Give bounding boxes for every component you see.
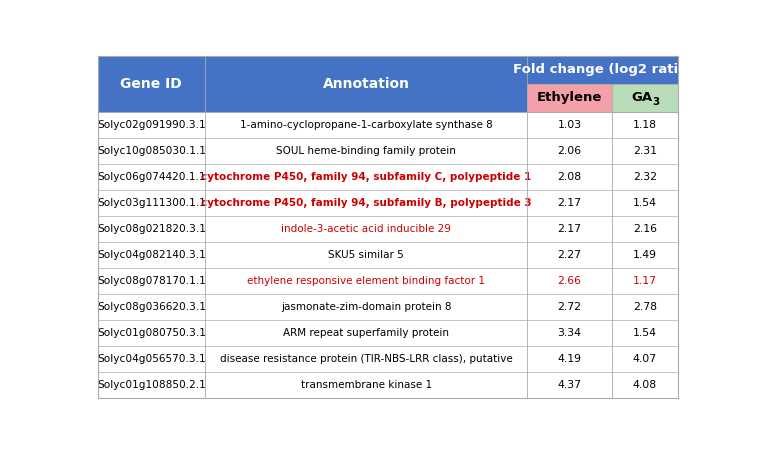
Text: SKU5 similar 5: SKU5 similar 5: [329, 250, 404, 260]
Bar: [205, 294, 528, 320]
Text: Solyc04g082140.3.1: Solyc04g082140.3.1: [97, 250, 206, 260]
Text: transmembrane kinase 1: transmembrane kinase 1: [301, 380, 431, 390]
Bar: [205, 268, 528, 294]
Bar: [98, 242, 205, 268]
Bar: [612, 112, 678, 138]
Text: Solyc06g074420.1.1: Solyc06g074420.1.1: [97, 172, 206, 182]
Bar: [98, 268, 205, 294]
Text: 2.32: 2.32: [633, 172, 657, 182]
Text: 1.18: 1.18: [633, 120, 657, 130]
Text: 1.49: 1.49: [633, 250, 657, 260]
Text: 4.08: 4.08: [633, 380, 657, 390]
Bar: [528, 56, 678, 84]
Text: 4.19: 4.19: [557, 354, 581, 364]
Text: 4.07: 4.07: [633, 354, 657, 364]
Text: ARM repeat superfamily protein: ARM repeat superfamily protein: [283, 328, 449, 338]
Text: 2.72: 2.72: [557, 302, 581, 312]
Bar: [528, 216, 612, 242]
Text: 2.16: 2.16: [633, 224, 657, 234]
Text: 2.17: 2.17: [557, 224, 581, 234]
Bar: [612, 138, 678, 164]
Bar: [612, 216, 678, 242]
Text: Solyc03g111300.1.1: Solyc03g111300.1.1: [97, 198, 206, 208]
Text: 2.27: 2.27: [557, 250, 581, 260]
Text: 1.54: 1.54: [633, 328, 657, 338]
Bar: [205, 164, 528, 190]
Text: 3: 3: [652, 97, 659, 107]
Text: 2.31: 2.31: [633, 146, 657, 156]
Text: cytochrome P450, family 94, subfamily B, polypeptide 3: cytochrome P450, family 94, subfamily B,…: [201, 198, 531, 208]
Bar: [528, 242, 612, 268]
Bar: [98, 112, 205, 138]
Bar: [205, 112, 528, 138]
Text: jasmonate-zim-domain protein 8: jasmonate-zim-domain protein 8: [281, 302, 451, 312]
Text: Solyc04g056570.3.1: Solyc04g056570.3.1: [97, 354, 206, 364]
Text: Solyc08g078170.1.1: Solyc08g078170.1.1: [97, 276, 206, 286]
Bar: [98, 216, 205, 242]
Text: Solyc02g091990.3.1: Solyc02g091990.3.1: [97, 120, 206, 130]
Bar: [205, 320, 528, 346]
Bar: [528, 372, 612, 398]
Bar: [612, 84, 678, 112]
Bar: [612, 242, 678, 268]
Text: 3.34: 3.34: [557, 328, 581, 338]
Text: 2.78: 2.78: [633, 302, 657, 312]
Text: indole-3-acetic acid inducible 29: indole-3-acetic acid inducible 29: [282, 224, 451, 234]
Bar: [98, 372, 205, 398]
Bar: [528, 294, 612, 320]
Bar: [98, 56, 205, 112]
Bar: [528, 190, 612, 216]
Text: 1-amino-cyclopropane-1-carboxylate synthase 8: 1-amino-cyclopropane-1-carboxylate synth…: [240, 120, 493, 130]
Bar: [98, 294, 205, 320]
Bar: [205, 346, 528, 372]
Text: disease resistance protein (TIR-NBS-LRR class), putative: disease resistance protein (TIR-NBS-LRR …: [220, 354, 512, 364]
Bar: [612, 268, 678, 294]
Bar: [205, 190, 528, 216]
Bar: [528, 346, 612, 372]
Text: Solyc08g021820.3.1: Solyc08g021820.3.1: [97, 224, 206, 234]
Bar: [205, 242, 528, 268]
Bar: [205, 372, 528, 398]
Bar: [98, 320, 205, 346]
Text: cytochrome P450, family 94, subfamily C, polypeptide 1: cytochrome P450, family 94, subfamily C,…: [201, 172, 531, 182]
Bar: [528, 138, 612, 164]
Text: Solyc01g080750.3.1: Solyc01g080750.3.1: [97, 328, 206, 338]
Bar: [528, 320, 612, 346]
Bar: [612, 190, 678, 216]
Bar: [612, 164, 678, 190]
Text: GA: GA: [631, 91, 653, 104]
Bar: [98, 346, 205, 372]
Bar: [612, 346, 678, 372]
Text: Solyc08g036620.3.1: Solyc08g036620.3.1: [97, 302, 206, 312]
Text: ethylene responsive element binding factor 1: ethylene responsive element binding fact…: [248, 276, 485, 286]
Bar: [612, 372, 678, 398]
Text: 2.06: 2.06: [557, 146, 581, 156]
Bar: [205, 216, 528, 242]
Text: 4.37: 4.37: [557, 380, 581, 390]
Bar: [612, 320, 678, 346]
Text: Gene ID: Gene ID: [120, 77, 182, 91]
Text: 1.54: 1.54: [633, 198, 657, 208]
Text: 2.66: 2.66: [557, 276, 581, 286]
Bar: [528, 268, 612, 294]
Text: Ethylene: Ethylene: [537, 91, 602, 104]
Bar: [205, 138, 528, 164]
Text: 2.17: 2.17: [557, 198, 581, 208]
Text: Annotation: Annotation: [322, 77, 410, 91]
Text: Solyc01g108850.2.1: Solyc01g108850.2.1: [97, 380, 206, 390]
Text: Solyc10g085030.1.1: Solyc10g085030.1.1: [97, 146, 206, 156]
Bar: [528, 112, 612, 138]
Bar: [98, 138, 205, 164]
Bar: [98, 190, 205, 216]
Text: 2.08: 2.08: [557, 172, 581, 182]
Text: 1.03: 1.03: [557, 120, 581, 130]
Text: SOUL heme-binding family protein: SOUL heme-binding family protein: [276, 146, 456, 156]
Text: Fold change (log2 ratio): Fold change (log2 ratio): [512, 63, 693, 76]
Bar: [528, 164, 612, 190]
Bar: [98, 164, 205, 190]
Bar: [612, 294, 678, 320]
Text: 1.17: 1.17: [633, 276, 657, 286]
Bar: [528, 84, 612, 112]
Bar: [205, 56, 528, 112]
